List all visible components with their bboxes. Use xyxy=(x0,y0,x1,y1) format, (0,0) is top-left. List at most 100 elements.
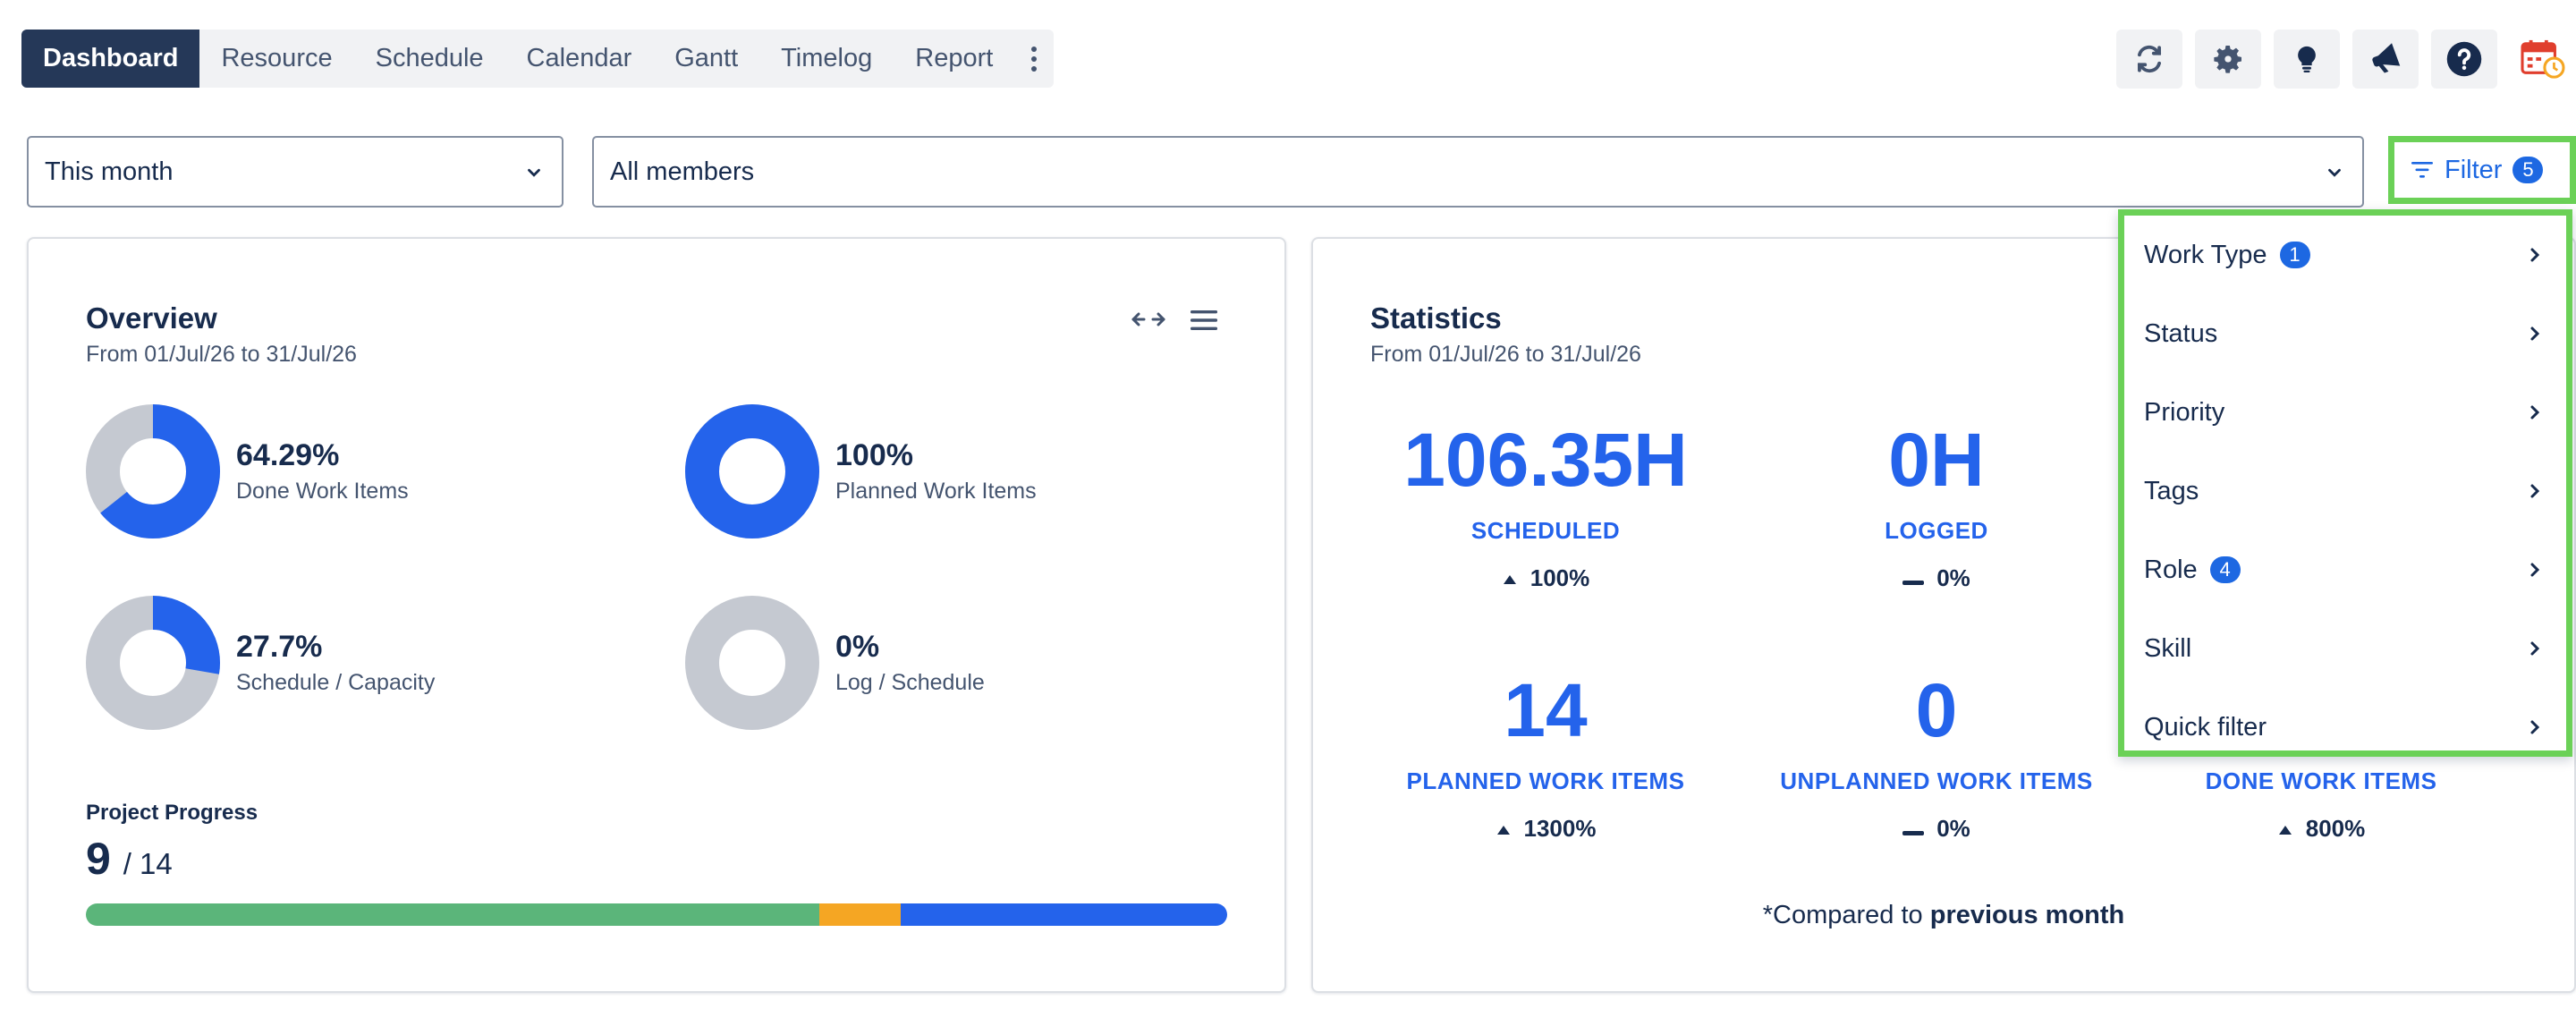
filter-menu-label: Quick filter xyxy=(2144,712,2267,742)
filter-label: Filter xyxy=(2445,155,2503,184)
donut-percent: 0% xyxy=(835,630,880,664)
donut-done-work-items: 64.29% Done Work Items xyxy=(86,404,409,538)
period-select[interactable]: This month xyxy=(27,136,564,208)
tab-resource[interactable]: Resource xyxy=(221,44,333,72)
members-select[interactable]: All members xyxy=(592,136,2364,208)
filter-menu-item-status[interactable]: Status xyxy=(2124,294,2566,373)
statistics-date-range: From 01/Jul/26 to 31/Jul/26 xyxy=(1370,342,1641,367)
overview-date-range: From 01/Jul/26 to 31/Jul/26 xyxy=(86,342,357,367)
donut-label: Schedule / Capacity xyxy=(236,670,436,695)
donut-track xyxy=(685,596,819,730)
tips-button[interactable] xyxy=(2274,30,2340,89)
filter-menu-item-quick-filter[interactable]: Quick filter xyxy=(2124,688,2566,767)
tab-schedule[interactable]: Schedule xyxy=(375,44,484,72)
expand-horizontal-icon[interactable] xyxy=(1131,309,1166,330)
tab-calendar[interactable]: Calendar xyxy=(526,44,632,72)
filter-button[interactable]: Filter 5 xyxy=(2388,136,2576,204)
stat-value: 14 xyxy=(1504,668,1588,752)
filter-menu-item-tags[interactable]: Tags xyxy=(2124,452,2566,530)
filter-menu-badge: 1 xyxy=(2279,242,2310,268)
announcements-button[interactable] xyxy=(2352,30,2419,89)
trend-flat-icon xyxy=(1902,815,1925,843)
progress-done: 9 xyxy=(86,834,111,884)
tab-timelog[interactable]: Timelog xyxy=(781,44,873,72)
stat-change: 1300% xyxy=(1367,815,1724,843)
progress-segment-todo xyxy=(901,903,1227,926)
project-progress-count: 9 / 14 xyxy=(86,833,173,885)
megaphone-icon xyxy=(2372,43,2401,73)
period-select-value: This month xyxy=(45,157,174,186)
tab-dashboard[interactable]: Dashboard xyxy=(21,30,200,88)
more-tabs-button[interactable] xyxy=(1014,30,1054,88)
stat-value: 106.35H xyxy=(1403,418,1688,502)
chevron-right-icon xyxy=(2530,405,2540,420)
filter-menu-badge: 4 xyxy=(2209,556,2241,583)
filter-menu-label: Role xyxy=(2144,555,2198,584)
filter-icon xyxy=(2411,162,2433,178)
members-select-value: All members xyxy=(610,157,755,186)
donut-label: Log / Schedule xyxy=(835,670,985,695)
donut-label: Done Work Items xyxy=(236,479,409,504)
comparison-note: *Compared to previous month xyxy=(1313,901,2574,930)
progress-segment-done xyxy=(86,903,820,926)
settings-button[interactable] xyxy=(2195,30,2261,89)
filter-count-badge: 5 xyxy=(2512,157,2544,183)
stat-name: DONE WORK ITEMS xyxy=(2205,767,2437,794)
stat-name: SCHEDULED xyxy=(1470,517,1621,544)
stat-planned-work-items: 14 PLANNED WORK ITEMS 1300% xyxy=(1367,673,1724,843)
stat-change: 100% xyxy=(1367,564,1724,592)
stat-value: 0H xyxy=(1888,418,1985,502)
donut-schedule-capacity: 27.7% Schedule / Capacity xyxy=(86,596,435,730)
filter-menu-item-priority[interactable]: Priority xyxy=(2124,373,2566,452)
donut-chart xyxy=(685,404,819,538)
filter-menu-item-role[interactable]: Role 4 xyxy=(2124,530,2566,609)
tab-gantt[interactable]: Gantt xyxy=(674,44,739,72)
help-button[interactable] xyxy=(2431,30,2497,89)
donut-chart xyxy=(86,596,220,730)
stat-change-value: 100% xyxy=(1530,564,1590,591)
main-nav: Dashboard Resource Schedule Calendar Gan… xyxy=(21,30,1055,88)
filter-menu-label: Status xyxy=(2144,318,2218,348)
project-progress-label: Project Progress xyxy=(86,801,258,825)
stat-value: 0 xyxy=(1915,668,1958,752)
chevron-right-icon xyxy=(2530,484,2540,498)
stat-unplanned-work-items: 0 UNPLANNED WORK ITEMS 0% xyxy=(1758,673,2115,843)
chevron-down-icon xyxy=(528,168,540,177)
menu-icon[interactable] xyxy=(1190,309,1218,332)
progress-total: / 14 xyxy=(123,847,173,880)
trend-up-icon xyxy=(1496,815,1512,843)
stat-logged: 0H LOGGED 0% xyxy=(1758,422,2115,592)
filter-menu-label: Priority xyxy=(2144,397,2225,427)
tab-report[interactable]: Report xyxy=(915,44,994,72)
app-button[interactable] xyxy=(2510,30,2576,89)
stat-change: 0% xyxy=(1758,815,2115,843)
lightbulb-icon xyxy=(2298,46,2316,73)
more-vertical-icon xyxy=(1031,46,1038,72)
filter-menu-item-skill[interactable]: Skill xyxy=(2124,609,2566,688)
progress-segment-in-progress xyxy=(819,903,902,926)
stat-done-work-items: DONE WORK ITEMS 800% xyxy=(2142,673,2500,843)
donut-chart xyxy=(685,596,819,730)
trend-up-icon xyxy=(2277,815,2293,843)
chevron-right-icon xyxy=(2530,641,2540,656)
filter-menu-item-work-type[interactable]: Work Type 1 xyxy=(2124,216,2566,294)
trend-up-icon xyxy=(1502,564,1518,592)
donut-label: Planned Work Items xyxy=(835,479,1037,504)
stat-change-value: 1300% xyxy=(1523,815,1597,842)
refresh-button[interactable] xyxy=(2116,30,2182,89)
filter-menu-label: Work Type xyxy=(2144,240,2267,269)
donut-fill xyxy=(86,404,220,538)
stat-name: LOGGED xyxy=(1885,517,1988,544)
chevron-right-icon xyxy=(2530,248,2540,262)
calendar-app-icon xyxy=(2521,39,2565,79)
filter-menu: Work Type 1 Status Priority Tags Role 4 … xyxy=(2118,209,2572,757)
filter-menu-label: Tags xyxy=(2144,476,2199,505)
donut-percent: 27.7% xyxy=(236,630,323,664)
gear-icon xyxy=(2214,46,2241,73)
donut-percent: 64.29% xyxy=(236,438,340,472)
donut-log-schedule: 0% Log / Schedule xyxy=(685,596,985,730)
chevron-right-icon xyxy=(2530,326,2540,341)
chevron-down-icon xyxy=(2328,168,2341,177)
chevron-right-icon xyxy=(2530,720,2540,734)
stat-scheduled: 106.35H SCHEDULED 100% xyxy=(1367,422,1724,592)
